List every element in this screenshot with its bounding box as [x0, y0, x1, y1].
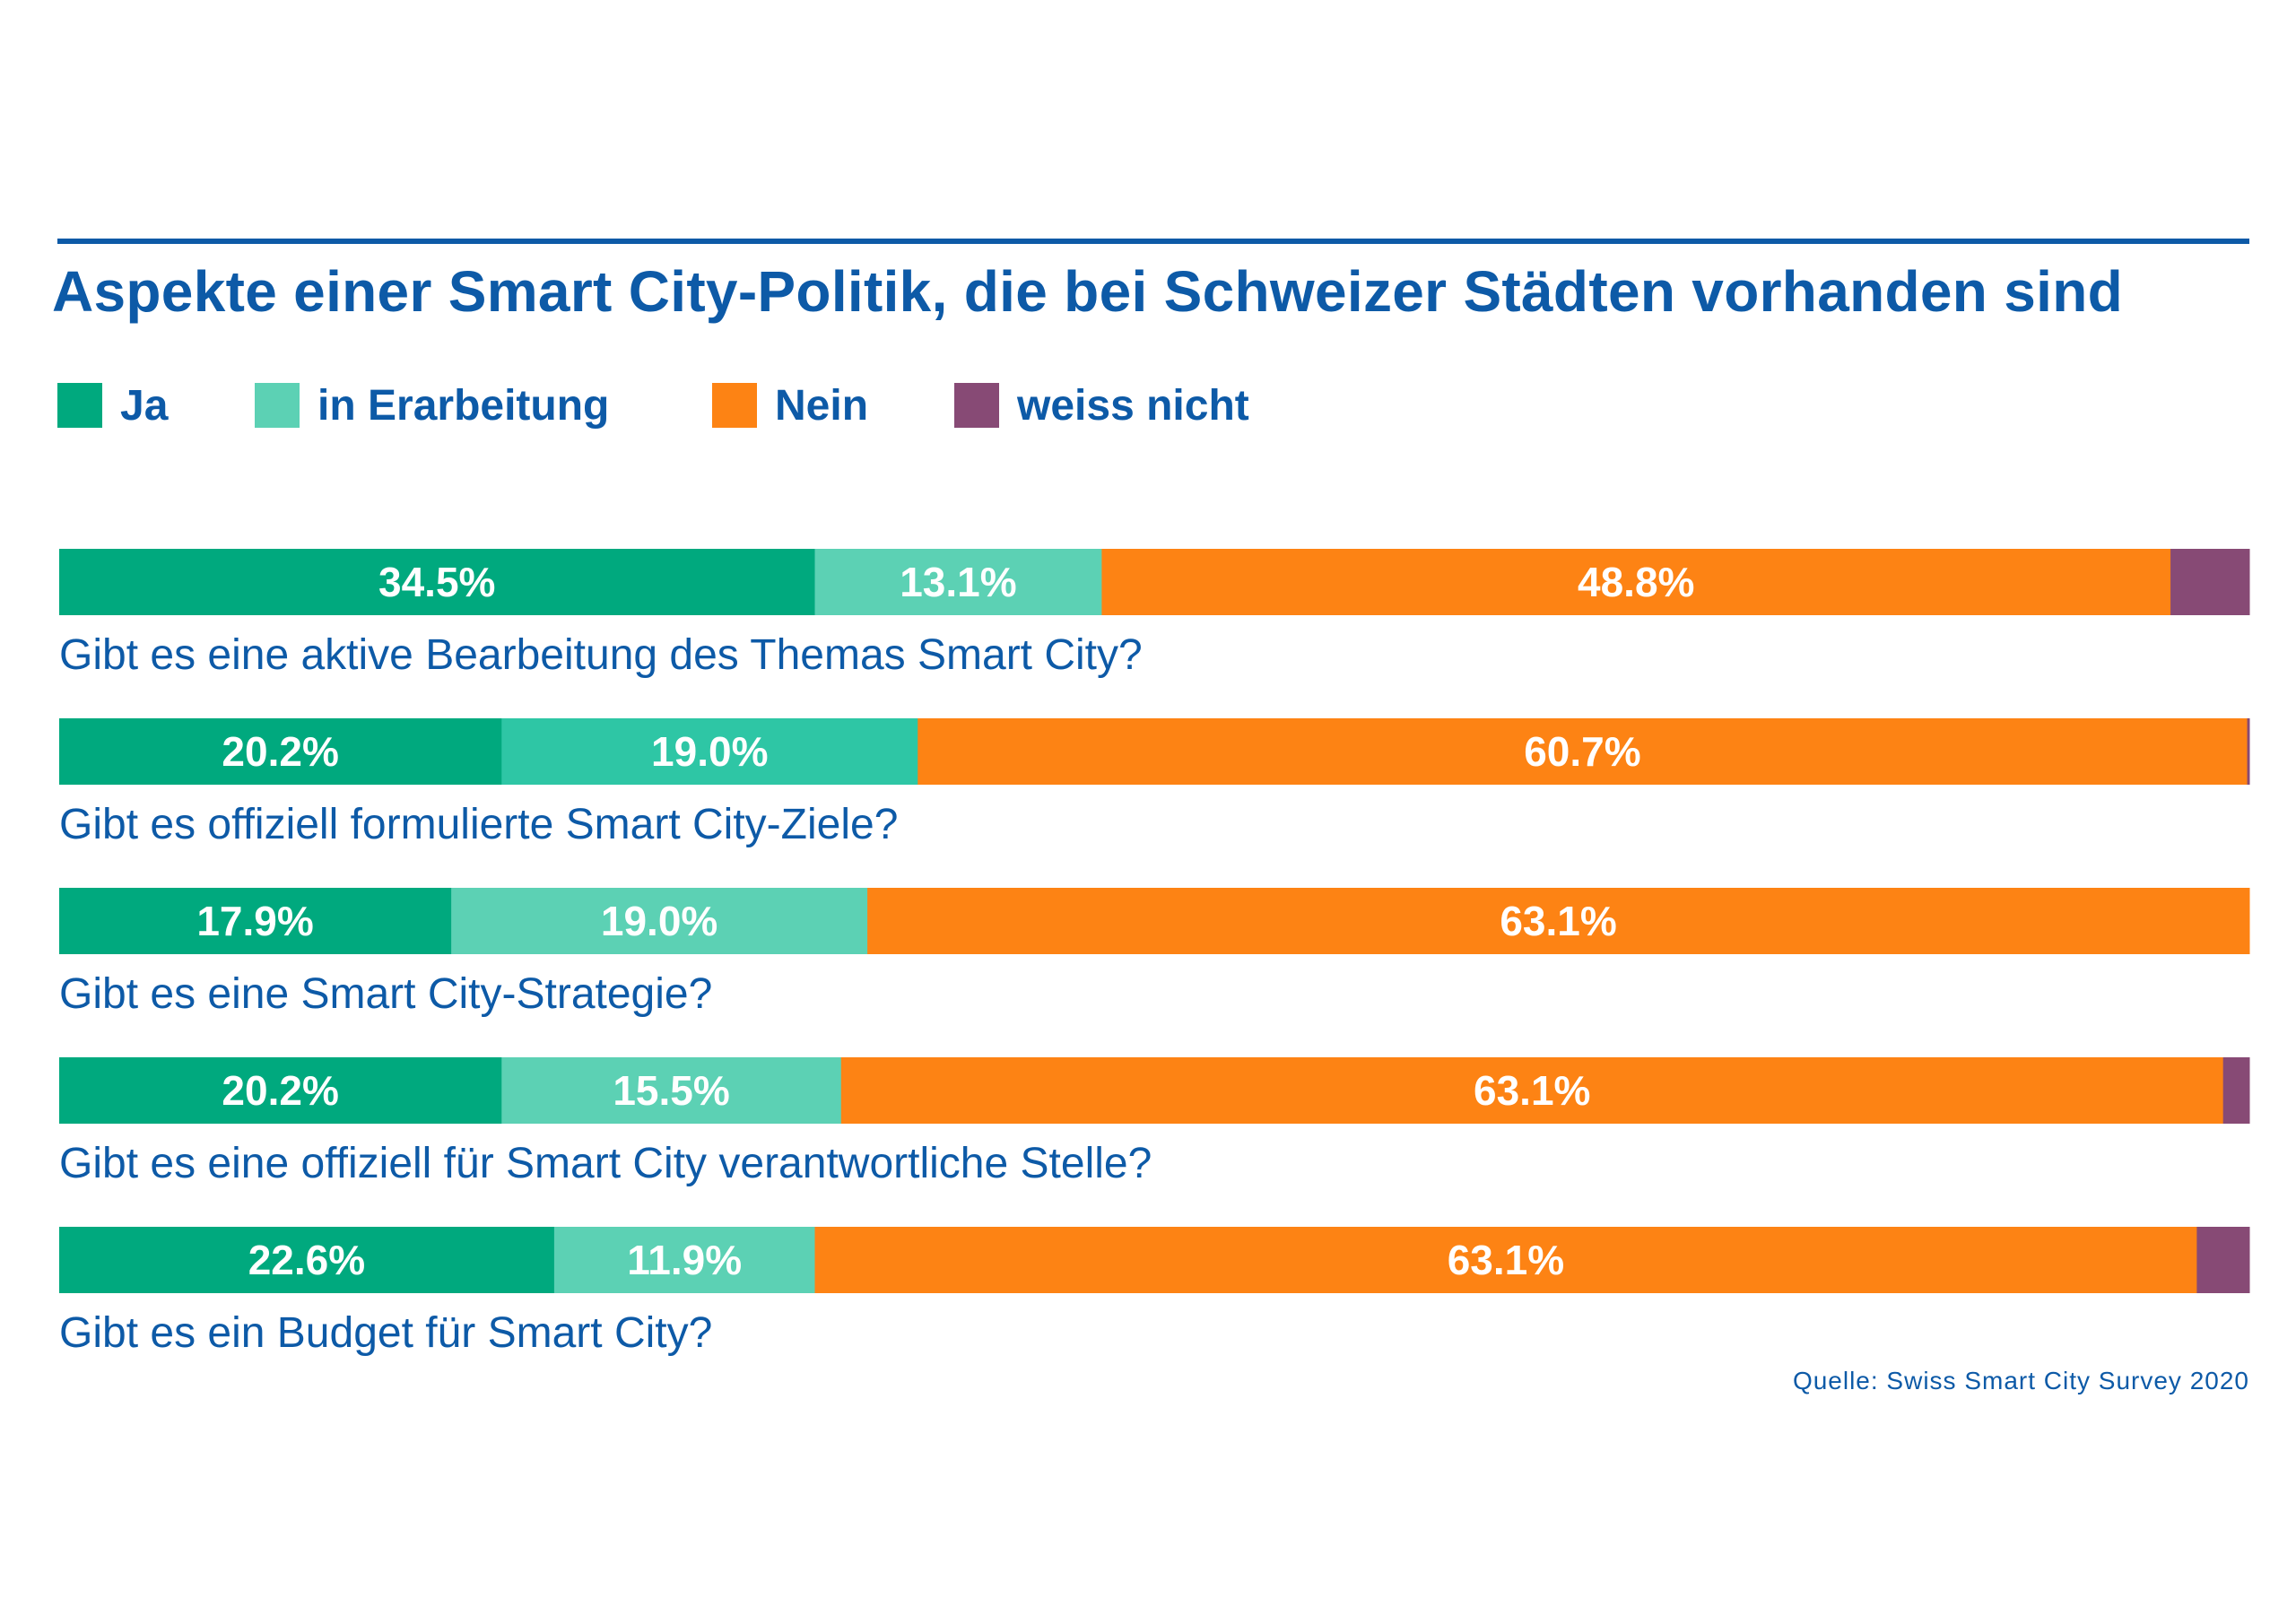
- data-label-ja-row-3: 17.9%: [196, 898, 313, 944]
- data-label-ja-row-5: 22.6%: [248, 1237, 365, 1283]
- data-label-ja-row-2: 20.2%: [222, 728, 338, 775]
- title-rule: [57, 239, 2249, 244]
- bar-segment-in-erarbeitung-row-4: [501, 1057, 842, 1124]
- data-label-nein-row-5: 63.1%: [1448, 1237, 1564, 1283]
- legend-item-weiss-nicht: weiss nicht: [954, 380, 1249, 430]
- legend-label-ja: Ja: [120, 381, 169, 430]
- category-label-row-1: Gibt es eine aktive Bearbeitung des Them…: [59, 631, 1143, 679]
- data-label-nein-row-3: 63.1%: [1500, 898, 1616, 944]
- bar-segment-nein-row-3: [867, 888, 2250, 954]
- bar-segment-ja-row-3: [59, 888, 452, 954]
- bar-segment-nein-row-4: [840, 1057, 2224, 1124]
- bar-segment-ja-row-2: [59, 718, 502, 785]
- bar-segment-ja-row-1: [59, 549, 815, 615]
- data-label-in-erarbeitung-row-5: 11.9%: [627, 1237, 742, 1283]
- data-label-nein-row-1: 48.8%: [1578, 559, 1694, 605]
- bar-segment-in-erarbeitung-row-1: [814, 549, 1102, 615]
- data-label-in-erarbeitung-row-1: 13.1%: [900, 559, 1016, 605]
- legend-swatch-nein: [712, 383, 757, 428]
- bar-segment-weiss-nicht-row-5: [2196, 1227, 2250, 1293]
- data-label-ja-row-1: 34.5%: [378, 559, 495, 605]
- data-label-in-erarbeitung-row-2: 19.0%: [651, 728, 768, 775]
- data-label-ja-row-4: 20.2%: [222, 1067, 338, 1114]
- category-label-row-5: Gibt es ein Budget für Smart City?: [59, 1309, 712, 1357]
- bar-segment-in-erarbeitung-row-5: [553, 1227, 815, 1293]
- data-label-nein-row-4: 63.1%: [1474, 1067, 1590, 1114]
- legend-label-weiss-nicht: weiss nicht: [1017, 381, 1249, 430]
- data-label-in-erarbeitung-row-3: 19.0%: [601, 898, 718, 944]
- bar-segment-weiss-nicht-row-2: [2247, 718, 2250, 785]
- bar-segment-in-erarbeitung-row-2: [501, 718, 918, 785]
- category-label-row-2: Gibt es offiziell formulierte Smart City…: [59, 801, 898, 848]
- legend-swatch-ja: [57, 383, 102, 428]
- legend-item-ja: Ja: [57, 380, 168, 430]
- legend-item-in-erarbeitung: in Erarbeitung: [255, 380, 609, 430]
- chart-title: Aspekte einer Smart City-Politik, die be…: [52, 259, 2124, 324]
- bar-segment-nein-row-1: [1101, 549, 2171, 615]
- legend-label-nein: Nein: [775, 381, 869, 430]
- bar-segment-weiss-nicht-row-1: [2170, 549, 2250, 615]
- data-label-in-erarbeitung-row-4: 15.5%: [613, 1067, 729, 1114]
- bar-segment-weiss-nicht-row-4: [2222, 1057, 2250, 1124]
- category-label-row-3: Gibt es eine Smart City-Strategie?: [59, 970, 712, 1018]
- source-note: Quelle: Swiss Smart City Survey 2020: [1792, 1367, 2249, 1394]
- legend-swatch-weiss-nicht: [954, 383, 999, 428]
- data-label-nein-row-2: 60.7%: [1524, 728, 1640, 775]
- bar-segment-ja-row-4: [59, 1057, 502, 1124]
- legend-swatch-in-erarbeitung: [255, 383, 300, 428]
- legend-label-in-erarbeitung: in Erarbeitung: [317, 381, 610, 430]
- bar-segment-nein-row-5: [814, 1227, 2197, 1293]
- category-label-row-4: Gibt es eine offiziell für Smart City ve…: [59, 1140, 1152, 1187]
- bar-segment-nein-row-2: [918, 718, 2248, 785]
- legend-item-nein: Nein: [712, 380, 868, 430]
- bar-segment-ja-row-5: [59, 1227, 555, 1293]
- bar-segment-in-erarbeitung-row-3: [451, 888, 868, 954]
